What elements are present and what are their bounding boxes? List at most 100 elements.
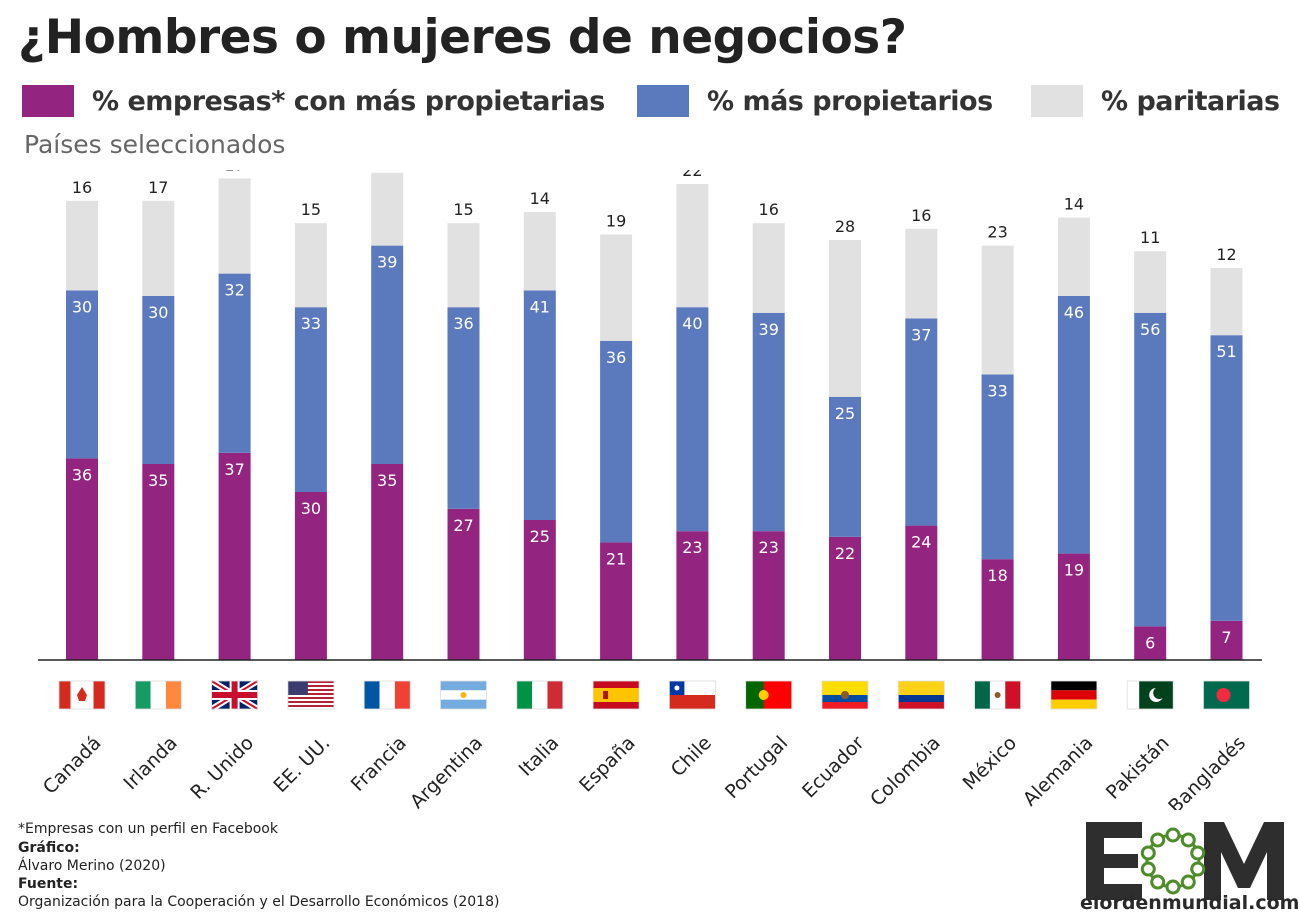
bar-segment-2-5 bbox=[447, 223, 480, 308]
bar-segment-0-12 bbox=[981, 559, 1014, 660]
data-label-2-10: 28 bbox=[835, 217, 855, 236]
bar-segment-1-14 bbox=[1134, 312, 1167, 627]
colombia-flag bbox=[897, 680, 945, 710]
bar-segment-1-3 bbox=[294, 307, 327, 492]
bar-segment-1-15 bbox=[1210, 335, 1243, 621]
category-label-12: México bbox=[959, 732, 1021, 794]
bangladesh-flag bbox=[1203, 680, 1250, 710]
data-label-0-10: 22 bbox=[835, 544, 855, 563]
category-label-15: Bangladés bbox=[1164, 732, 1250, 810]
bar-segment-0-7 bbox=[600, 542, 633, 660]
data-label-1-2: 32 bbox=[224, 281, 244, 300]
data-label-0-1: 35 bbox=[148, 471, 168, 490]
bar-segment-0-3 bbox=[294, 492, 327, 660]
data-label-2-13: 14 bbox=[1064, 195, 1084, 214]
category-label-0: Canadá bbox=[39, 732, 106, 799]
bar-segment-2-3 bbox=[294, 223, 327, 308]
grafico-author: Álvaro Merino (2020) bbox=[18, 858, 166, 874]
data-label-2-5: 15 bbox=[453, 200, 473, 219]
data-label-2-8: 22 bbox=[682, 170, 702, 180]
data-label-0-2: 37 bbox=[224, 460, 244, 479]
data-label-1-9: 39 bbox=[759, 320, 779, 339]
grafico-label: Gráfico: bbox=[18, 840, 80, 856]
pakistan-flag bbox=[1126, 680, 1174, 710]
bar-segment-1-2 bbox=[218, 273, 251, 453]
legend-label-parity: % paritarias bbox=[1101, 85, 1280, 117]
chart-title: ¿Hombres o mujeres de negocios? bbox=[18, 10, 907, 65]
bar-segment-0-2 bbox=[218, 452, 251, 660]
ireland-flag bbox=[134, 680, 182, 710]
bar-segment-2-8 bbox=[676, 184, 709, 308]
bar-segment-0-8 bbox=[676, 531, 709, 660]
bar-segment-0-4 bbox=[371, 464, 404, 660]
fuente-source: Organización para la Cooperación y el De… bbox=[18, 894, 500, 910]
stacked-bar-chart: 36 30 16 Canadá 35 30 17 Irlanda 37 32 17 R. Unido 3… bbox=[38, 170, 1262, 810]
legend-label-women: % empresas* con más propietarias bbox=[92, 85, 605, 117]
france-flag bbox=[363, 680, 411, 710]
globe-ring-icon bbox=[1140, 827, 1206, 895]
bar-segment-2-7 bbox=[600, 234, 633, 341]
legend-item-parity: % paritarias bbox=[1031, 84, 1280, 118]
data-label-0-7: 21 bbox=[606, 549, 626, 568]
fuente-label: Fuente: bbox=[18, 876, 79, 892]
category-label-14: Pakistán bbox=[1102, 732, 1174, 804]
bar-segment-2-12 bbox=[981, 245, 1014, 375]
bar-segment-1-1 bbox=[142, 296, 175, 464]
bar-segment-1-12 bbox=[981, 374, 1014, 560]
spain-flag bbox=[592, 680, 640, 710]
legend-item-men: % más propietarios bbox=[637, 84, 993, 118]
data-label-2-12: 23 bbox=[987, 223, 1007, 242]
bar-segment-2-10 bbox=[829, 240, 861, 397]
bar-segment-0-11 bbox=[905, 525, 938, 660]
bar-segment-2-11 bbox=[905, 228, 938, 319]
portugal-flag bbox=[745, 680, 793, 710]
data-label-1-1: 30 bbox=[148, 303, 168, 322]
bar-segment-1-4 bbox=[371, 245, 404, 464]
data-label-2-1: 17 bbox=[148, 178, 168, 197]
data-label-0-3: 30 bbox=[301, 499, 321, 518]
bar-segment-1-7 bbox=[600, 340, 633, 543]
category-label-4: Francia bbox=[347, 732, 411, 796]
chart-subtitle: Países seleccionados bbox=[24, 130, 286, 159]
bar-segment-0-13 bbox=[1057, 553, 1090, 660]
category-label-10: Ecuador bbox=[798, 732, 869, 803]
bar-segment-1-10 bbox=[829, 396, 861, 537]
data-label-1-3: 33 bbox=[301, 314, 321, 333]
data-label-0-4: 35 bbox=[377, 471, 397, 490]
bar-segment-1-0 bbox=[66, 290, 98, 459]
legend-swatch-parity bbox=[1031, 85, 1083, 117]
data-label-1-13: 46 bbox=[1064, 303, 1084, 322]
bar-segment-1-9 bbox=[752, 312, 785, 532]
category-label-9: Portugal bbox=[721, 732, 792, 803]
canada-flag bbox=[58, 680, 106, 710]
data-label-2-0: 16 bbox=[72, 178, 92, 197]
bar-segment-0-10 bbox=[829, 536, 861, 660]
data-label-0-5: 27 bbox=[453, 516, 473, 535]
bar-segment-0-6 bbox=[523, 520, 556, 660]
footnote: *Empresas con un perfil en Facebook bbox=[18, 821, 278, 837]
uk-flag bbox=[210, 678, 260, 712]
category-label-11: Colombia bbox=[866, 732, 945, 810]
bar-segment-2-2 bbox=[218, 178, 251, 274]
data-label-2-6: 14 bbox=[530, 189, 550, 208]
data-label-1-14: 56 bbox=[1140, 320, 1160, 339]
data-label-0-0: 36 bbox=[72, 465, 92, 484]
data-label-0-12: 18 bbox=[987, 566, 1007, 585]
category-label-3: EE. UU. bbox=[269, 732, 334, 797]
bar-segment-2-14 bbox=[1134, 251, 1167, 313]
data-label-0-6: 25 bbox=[530, 527, 550, 546]
data-label-1-15: 51 bbox=[1216, 342, 1236, 361]
data-label-1-8: 40 bbox=[682, 314, 702, 333]
bar-segment-0-14 bbox=[1134, 626, 1167, 660]
legend-swatch-men bbox=[637, 85, 689, 117]
argentina-flag bbox=[440, 680, 487, 710]
logo-text: elordenmundial.com bbox=[1080, 892, 1300, 914]
bar-segment-0-9 bbox=[752, 531, 785, 660]
bar-segment-2-4 bbox=[371, 172, 404, 246]
bar-segment-1-11 bbox=[905, 318, 938, 526]
category-label-2: R. Unido bbox=[186, 732, 258, 804]
data-label-1-0: 30 bbox=[72, 297, 92, 316]
ecuador-flag bbox=[821, 680, 869, 710]
bar-segment-0-0 bbox=[66, 458, 98, 660]
data-label-0-14: 6 bbox=[1145, 633, 1155, 652]
